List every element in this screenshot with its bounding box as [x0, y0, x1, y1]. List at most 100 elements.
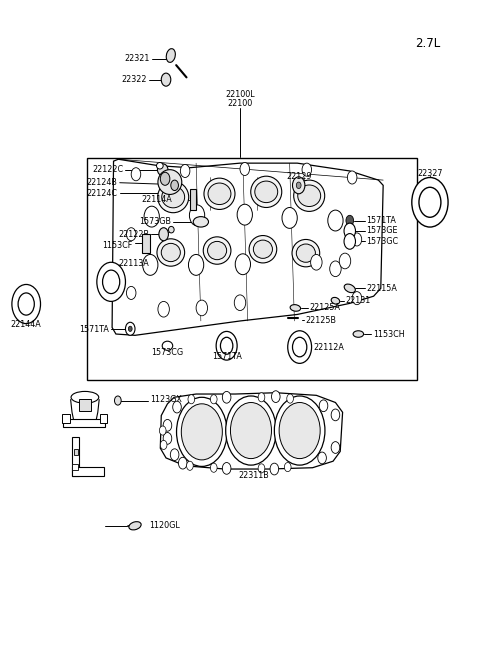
Circle shape — [158, 301, 169, 317]
Bar — [72, 467, 105, 476]
Text: 22124C: 22124C — [86, 189, 117, 198]
Text: 1573GB: 1573GB — [139, 217, 171, 227]
Circle shape — [226, 396, 276, 465]
Circle shape — [275, 396, 325, 465]
Bar — [142, 234, 150, 253]
Ellipse shape — [204, 178, 235, 210]
Circle shape — [163, 432, 172, 444]
Ellipse shape — [71, 392, 99, 403]
Ellipse shape — [292, 240, 320, 267]
Circle shape — [234, 295, 246, 310]
Text: 1571TA: 1571TA — [79, 325, 109, 334]
Circle shape — [180, 164, 190, 178]
Ellipse shape — [166, 48, 175, 62]
Circle shape — [318, 452, 326, 464]
Text: 1573GC: 1573GC — [366, 237, 398, 246]
Ellipse shape — [162, 341, 173, 350]
Circle shape — [412, 178, 448, 227]
Circle shape — [189, 254, 204, 275]
Bar — [190, 189, 196, 210]
Ellipse shape — [162, 186, 185, 208]
Circle shape — [292, 337, 307, 357]
Bar — [100, 413, 108, 422]
Ellipse shape — [249, 236, 277, 263]
Circle shape — [131, 168, 141, 181]
Circle shape — [339, 253, 351, 269]
Bar — [72, 437, 79, 476]
Circle shape — [270, 463, 279, 475]
Text: 2.7L: 2.7L — [415, 37, 441, 50]
Circle shape — [272, 391, 280, 403]
Circle shape — [143, 254, 158, 275]
Circle shape — [296, 182, 301, 189]
Circle shape — [279, 403, 320, 458]
Ellipse shape — [331, 297, 340, 304]
Ellipse shape — [158, 170, 182, 195]
Text: 22311B: 22311B — [238, 471, 269, 480]
Circle shape — [159, 228, 168, 241]
Circle shape — [103, 270, 120, 293]
Circle shape — [346, 215, 354, 226]
Ellipse shape — [203, 237, 231, 264]
Text: 22100L: 22100L — [225, 90, 255, 99]
Circle shape — [126, 286, 136, 299]
Ellipse shape — [157, 181, 189, 213]
Text: 22131: 22131 — [345, 296, 370, 305]
Circle shape — [18, 293, 34, 315]
Circle shape — [177, 398, 227, 466]
Circle shape — [115, 396, 121, 405]
Circle shape — [216, 331, 237, 360]
Bar — [63, 419, 106, 426]
Circle shape — [173, 402, 181, 413]
Text: 1123GX: 1123GX — [150, 395, 182, 403]
Circle shape — [344, 223, 356, 239]
Circle shape — [288, 331, 312, 364]
Circle shape — [292, 177, 305, 194]
Circle shape — [161, 73, 171, 86]
Circle shape — [344, 234, 356, 250]
Circle shape — [258, 464, 265, 473]
Ellipse shape — [161, 244, 180, 261]
Circle shape — [125, 322, 135, 335]
Ellipse shape — [208, 183, 231, 204]
Circle shape — [144, 206, 159, 227]
Circle shape — [222, 392, 231, 403]
Text: 1153CH: 1153CH — [372, 329, 404, 339]
Circle shape — [188, 395, 195, 404]
Circle shape — [222, 462, 231, 474]
Circle shape — [302, 163, 312, 176]
Ellipse shape — [298, 185, 321, 206]
Text: 22115A: 22115A — [366, 284, 397, 293]
Circle shape — [181, 404, 222, 460]
Circle shape — [330, 261, 341, 276]
Text: 1571TA: 1571TA — [212, 352, 241, 362]
Circle shape — [331, 441, 340, 453]
Circle shape — [170, 449, 179, 460]
Circle shape — [163, 419, 172, 431]
Ellipse shape — [168, 227, 174, 233]
Ellipse shape — [353, 331, 364, 337]
Text: 22113A: 22113A — [119, 259, 150, 268]
Ellipse shape — [157, 164, 168, 176]
Ellipse shape — [255, 181, 278, 202]
Circle shape — [235, 253, 251, 274]
Circle shape — [196, 300, 207, 316]
Circle shape — [97, 262, 125, 301]
Bar — [72, 464, 78, 470]
Bar — [62, 413, 70, 422]
Circle shape — [159, 426, 166, 435]
Circle shape — [328, 210, 343, 231]
Circle shape — [258, 393, 265, 402]
Circle shape — [171, 180, 179, 191]
Text: 1573CG: 1573CG — [151, 348, 183, 357]
Ellipse shape — [129, 521, 141, 530]
Ellipse shape — [253, 240, 273, 258]
Text: 22327: 22327 — [417, 169, 443, 178]
Text: 22322: 22322 — [121, 75, 147, 84]
Text: 22122C: 22122C — [92, 165, 123, 174]
Circle shape — [311, 254, 322, 270]
Circle shape — [210, 395, 217, 404]
Circle shape — [331, 409, 340, 421]
Text: 22124B: 22124B — [86, 178, 117, 187]
Text: 1120GL: 1120GL — [149, 521, 180, 531]
